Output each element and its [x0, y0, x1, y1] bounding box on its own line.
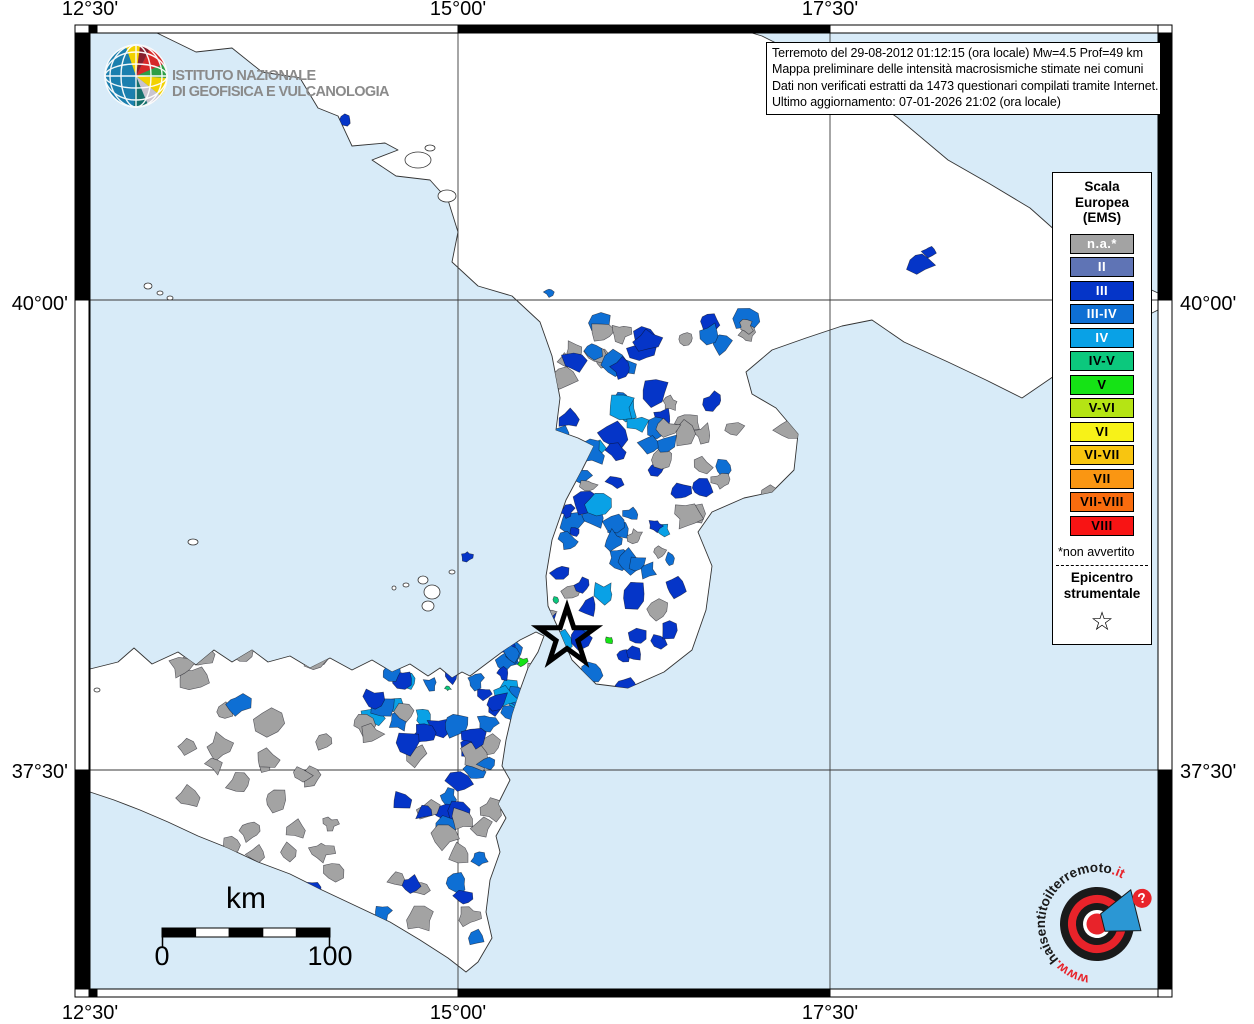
scalebar-unit-label: km	[226, 882, 266, 915]
epicenter-label-line1: Epicentro	[1070, 569, 1134, 585]
info-line-update: Ultimo aggiornamento: 07-01-2026 21:02 (…	[772, 95, 1061, 110]
legend-item-VIII: VIII	[1070, 515, 1134, 536]
ingv-text-line1: ISTITUTO NAZIONALE	[172, 68, 316, 84]
epicenter-label-line2: strumentale	[1063, 585, 1141, 601]
legend-title-line2: Europea	[1074, 194, 1129, 210]
legend-item-V-VI: V-VI	[1070, 398, 1134, 418]
info-line-map: Mappa preliminare delle intensità macros…	[772, 62, 1144, 77]
coord-label-bottom-right: 17°30'	[801, 1002, 859, 1024]
legend-item-VII: VII	[1070, 468, 1134, 489]
legend-title-line1: Scala	[1084, 179, 1120, 194]
legend-item-VII-VIII: VII-VIII	[1070, 492, 1134, 512]
coord-label-bottom-center: 15°00'	[429, 1002, 487, 1024]
earthquake-info-box: Terremoto del 29-08-2012 01:12:15 (ora l…	[766, 42, 1161, 115]
info-line-data: Dati non verificati estratti da 1473 que…	[772, 78, 1159, 93]
legend-item-III: III	[1070, 280, 1134, 301]
legend-item-V: V	[1070, 374, 1134, 395]
legend-divider	[1056, 564, 1148, 566]
coord-label-top-left: 12°30'	[61, 0, 119, 20]
legend-footnote: *non avvertito	[1058, 544, 1135, 559]
legend-item-II: II	[1070, 257, 1134, 277]
scale-bar	[161, 927, 331, 947]
epicenter-legend-label: Epicentro strumentale	[1053, 570, 1151, 602]
islands	[93, 144, 457, 693]
legend-item-VI: VI	[1070, 421, 1134, 442]
coord-label-top-center: 15°00'	[429, 0, 487, 20]
info-line-event: Terremoto del 29-08-2012 01:12:15 (ora l…	[772, 46, 1143, 60]
coord-label-right-37: 37°30'	[1180, 761, 1237, 783]
legend-swatches: n.a.* II III III-IV IV IV-V V V-VI VI VI-VII VII VI…	[1053, 233, 1151, 536]
question-mark-icon: ?	[1136, 889, 1148, 907]
ingv-text-line2: DI GEOFISICA E VULCANOLOGIA	[172, 83, 389, 100]
legend-item-VI-VII: VI-VII	[1070, 445, 1134, 465]
coord-label-left-37: 37°30'	[11, 761, 68, 783]
legend-item-III-IV: III-IV	[1070, 304, 1134, 324]
ingv-logo-text: ISTITUTO NAZIONALE DI GEOFISICA E VULCAN…	[172, 68, 389, 100]
coord-label-left-40: 40°00'	[11, 293, 68, 315]
map-frame	[74, 24, 1173, 998]
coord-label-top-right: 17°30'	[801, 0, 859, 20]
legend-item-IV-V: IV-V	[1070, 351, 1134, 371]
legend-item-IV: IV	[1070, 327, 1134, 348]
legend-item-n.a.*: n.a.*	[1070, 233, 1134, 254]
colored-islands	[461, 551, 474, 563]
legend-title-line3: (EMS)	[1082, 210, 1122, 225]
legend-title: Scala Europea (EMS)	[1053, 179, 1151, 226]
coord-label-right-40: 40°00'	[1180, 293, 1237, 315]
scalebar-start-label: 0	[154, 941, 170, 971]
intensity-legend: Scala Europea (EMS) n.a.* II III III-IV IV IV…	[1052, 172, 1152, 645]
epicenter-star-icon: ☆	[1090, 605, 1114, 636]
haisentito-logo: ? www.haisentitoilterremoto.it	[1019, 854, 1152, 995]
epicenter-star-marker	[530, 598, 604, 668]
ingv-logo-globe	[104, 44, 168, 108]
scalebar-end-label: 100	[307, 941, 353, 971]
coord-label-bottom-left: 12°30'	[61, 1002, 119, 1024]
